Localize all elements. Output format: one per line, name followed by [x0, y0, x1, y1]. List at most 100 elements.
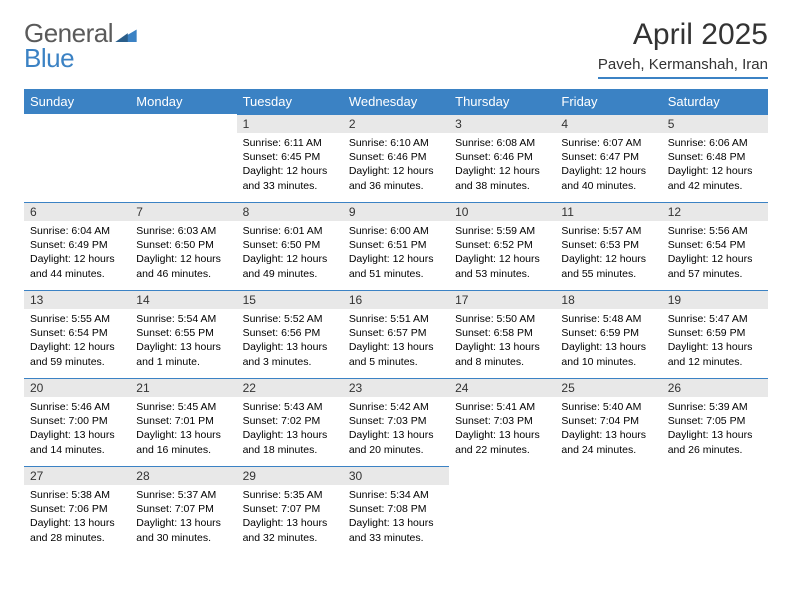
day-cell: 27Sunrise: 5:38 AMSunset: 7:06 PMDayligh…	[24, 466, 130, 554]
day-content: Sunrise: 6:08 AMSunset: 6:46 PMDaylight:…	[449, 133, 555, 197]
day-content: Sunrise: 6:00 AMSunset: 6:51 PMDaylight:…	[343, 221, 449, 285]
weekday-header: Tuesday	[237, 89, 343, 114]
weekday-header: Thursday	[449, 89, 555, 114]
day-content: Sunrise: 5:34 AMSunset: 7:08 PMDaylight:…	[343, 485, 449, 549]
day-content: Sunrise: 5:38 AMSunset: 7:06 PMDaylight:…	[24, 485, 130, 549]
day-cell	[555, 466, 661, 554]
day-content: Sunrise: 5:59 AMSunset: 6:52 PMDaylight:…	[449, 221, 555, 285]
day-content: Sunrise: 5:35 AMSunset: 7:07 PMDaylight:…	[237, 485, 343, 549]
day-number: 11	[555, 202, 661, 221]
day-content: Sunrise: 6:11 AMSunset: 6:45 PMDaylight:…	[237, 133, 343, 197]
day-cell: 9Sunrise: 6:00 AMSunset: 6:51 PMDaylight…	[343, 202, 449, 290]
day-content: Sunrise: 6:07 AMSunset: 6:47 PMDaylight:…	[555, 133, 661, 197]
logo: GeneralBlue	[24, 18, 137, 74]
location-label: Paveh, Kermanshah, Iran	[598, 56, 768, 79]
day-content: Sunrise: 5:52 AMSunset: 6:56 PMDaylight:…	[237, 309, 343, 373]
day-cell: 18Sunrise: 5:48 AMSunset: 6:59 PMDayligh…	[555, 290, 661, 378]
day-number: 27	[24, 466, 130, 485]
day-content: Sunrise: 6:10 AMSunset: 6:46 PMDaylight:…	[343, 133, 449, 197]
day-number: 7	[130, 202, 236, 221]
day-cell	[130, 114, 236, 202]
day-number: 19	[662, 290, 768, 309]
day-cell: 6Sunrise: 6:04 AMSunset: 6:49 PMDaylight…	[24, 202, 130, 290]
day-number: 10	[449, 202, 555, 221]
weekday-header: Monday	[130, 89, 236, 114]
day-content: Sunrise: 5:46 AMSunset: 7:00 PMDaylight:…	[24, 397, 130, 461]
day-number: 2	[343, 114, 449, 133]
day-number: 8	[237, 202, 343, 221]
day-number: 12	[662, 202, 768, 221]
day-number: 23	[343, 378, 449, 397]
day-content: Sunrise: 5:50 AMSunset: 6:58 PMDaylight:…	[449, 309, 555, 373]
day-cell: 13Sunrise: 5:55 AMSunset: 6:54 PMDayligh…	[24, 290, 130, 378]
day-number: 18	[555, 290, 661, 309]
table-row: 20Sunrise: 5:46 AMSunset: 7:00 PMDayligh…	[24, 378, 768, 466]
day-cell: 7Sunrise: 6:03 AMSunset: 6:50 PMDaylight…	[130, 202, 236, 290]
day-content: Sunrise: 6:01 AMSunset: 6:50 PMDaylight:…	[237, 221, 343, 285]
day-number: 15	[237, 290, 343, 309]
day-number: 1	[237, 114, 343, 133]
day-content: Sunrise: 5:41 AMSunset: 7:03 PMDaylight:…	[449, 397, 555, 461]
day-cell: 10Sunrise: 5:59 AMSunset: 6:52 PMDayligh…	[449, 202, 555, 290]
weekday-header: Sunday	[24, 89, 130, 114]
day-content: Sunrise: 5:43 AMSunset: 7:02 PMDaylight:…	[237, 397, 343, 461]
day-content: Sunrise: 5:47 AMSunset: 6:59 PMDaylight:…	[662, 309, 768, 373]
day-cell	[449, 466, 555, 554]
day-content: Sunrise: 5:54 AMSunset: 6:55 PMDaylight:…	[130, 309, 236, 373]
table-row: 13Sunrise: 5:55 AMSunset: 6:54 PMDayligh…	[24, 290, 768, 378]
day-number: 29	[237, 466, 343, 485]
day-content: Sunrise: 5:57 AMSunset: 6:53 PMDaylight:…	[555, 221, 661, 285]
day-cell: 17Sunrise: 5:50 AMSunset: 6:58 PMDayligh…	[449, 290, 555, 378]
day-content: Sunrise: 5:48 AMSunset: 6:59 PMDaylight:…	[555, 309, 661, 373]
table-row: 1Sunrise: 6:11 AMSunset: 6:45 PMDaylight…	[24, 114, 768, 202]
weekday-header: Saturday	[662, 89, 768, 114]
day-number: 3	[449, 114, 555, 133]
calendar-table: SundayMondayTuesdayWednesdayThursdayFrid…	[24, 89, 768, 554]
day-cell: 12Sunrise: 5:56 AMSunset: 6:54 PMDayligh…	[662, 202, 768, 290]
day-cell: 30Sunrise: 5:34 AMSunset: 7:08 PMDayligh…	[343, 466, 449, 554]
table-row: 27Sunrise: 5:38 AMSunset: 7:06 PMDayligh…	[24, 466, 768, 554]
calendar-body: 1Sunrise: 6:11 AMSunset: 6:45 PMDaylight…	[24, 114, 768, 554]
day-number: 6	[24, 202, 130, 221]
day-number: 25	[555, 378, 661, 397]
day-content: Sunrise: 5:42 AMSunset: 7:03 PMDaylight:…	[343, 397, 449, 461]
day-number: 13	[24, 290, 130, 309]
day-cell: 1Sunrise: 6:11 AMSunset: 6:45 PMDaylight…	[237, 114, 343, 202]
day-content: Sunrise: 5:37 AMSunset: 7:07 PMDaylight:…	[130, 485, 236, 549]
day-number: 20	[24, 378, 130, 397]
day-number: 5	[662, 114, 768, 133]
day-content: Sunrise: 5:40 AMSunset: 7:04 PMDaylight:…	[555, 397, 661, 461]
day-cell	[662, 466, 768, 554]
day-cell: 4Sunrise: 6:07 AMSunset: 6:47 PMDaylight…	[555, 114, 661, 202]
title-block: April 2025 Paveh, Kermanshah, Iran	[598, 18, 768, 79]
day-content: Sunrise: 5:51 AMSunset: 6:57 PMDaylight:…	[343, 309, 449, 373]
header: GeneralBlue April 2025 Paveh, Kermanshah…	[24, 18, 768, 79]
day-number: 21	[130, 378, 236, 397]
day-cell: 14Sunrise: 5:54 AMSunset: 6:55 PMDayligh…	[130, 290, 236, 378]
day-cell: 19Sunrise: 5:47 AMSunset: 6:59 PMDayligh…	[662, 290, 768, 378]
day-cell	[24, 114, 130, 202]
day-cell: 16Sunrise: 5:51 AMSunset: 6:57 PMDayligh…	[343, 290, 449, 378]
day-number: 30	[343, 466, 449, 485]
day-cell: 23Sunrise: 5:42 AMSunset: 7:03 PMDayligh…	[343, 378, 449, 466]
day-number: 26	[662, 378, 768, 397]
weekday-header: Friday	[555, 89, 661, 114]
day-cell: 21Sunrise: 5:45 AMSunset: 7:01 PMDayligh…	[130, 378, 236, 466]
day-content: Sunrise: 5:45 AMSunset: 7:01 PMDaylight:…	[130, 397, 236, 461]
day-cell: 3Sunrise: 6:08 AMSunset: 6:46 PMDaylight…	[449, 114, 555, 202]
day-cell: 22Sunrise: 5:43 AMSunset: 7:02 PMDayligh…	[237, 378, 343, 466]
table-row: 6Sunrise: 6:04 AMSunset: 6:49 PMDaylight…	[24, 202, 768, 290]
day-number: 28	[130, 466, 236, 485]
day-number: 14	[130, 290, 236, 309]
day-cell: 28Sunrise: 5:37 AMSunset: 7:07 PMDayligh…	[130, 466, 236, 554]
day-cell: 29Sunrise: 5:35 AMSunset: 7:07 PMDayligh…	[237, 466, 343, 554]
day-number: 17	[449, 290, 555, 309]
day-number: 9	[343, 202, 449, 221]
day-number: 22	[237, 378, 343, 397]
day-content: Sunrise: 5:56 AMSunset: 6:54 PMDaylight:…	[662, 221, 768, 285]
day-cell: 26Sunrise: 5:39 AMSunset: 7:05 PMDayligh…	[662, 378, 768, 466]
day-cell: 2Sunrise: 6:10 AMSunset: 6:46 PMDaylight…	[343, 114, 449, 202]
day-cell: 5Sunrise: 6:06 AMSunset: 6:48 PMDaylight…	[662, 114, 768, 202]
day-content: Sunrise: 5:39 AMSunset: 7:05 PMDaylight:…	[662, 397, 768, 461]
day-content: Sunrise: 6:03 AMSunset: 6:50 PMDaylight:…	[130, 221, 236, 285]
